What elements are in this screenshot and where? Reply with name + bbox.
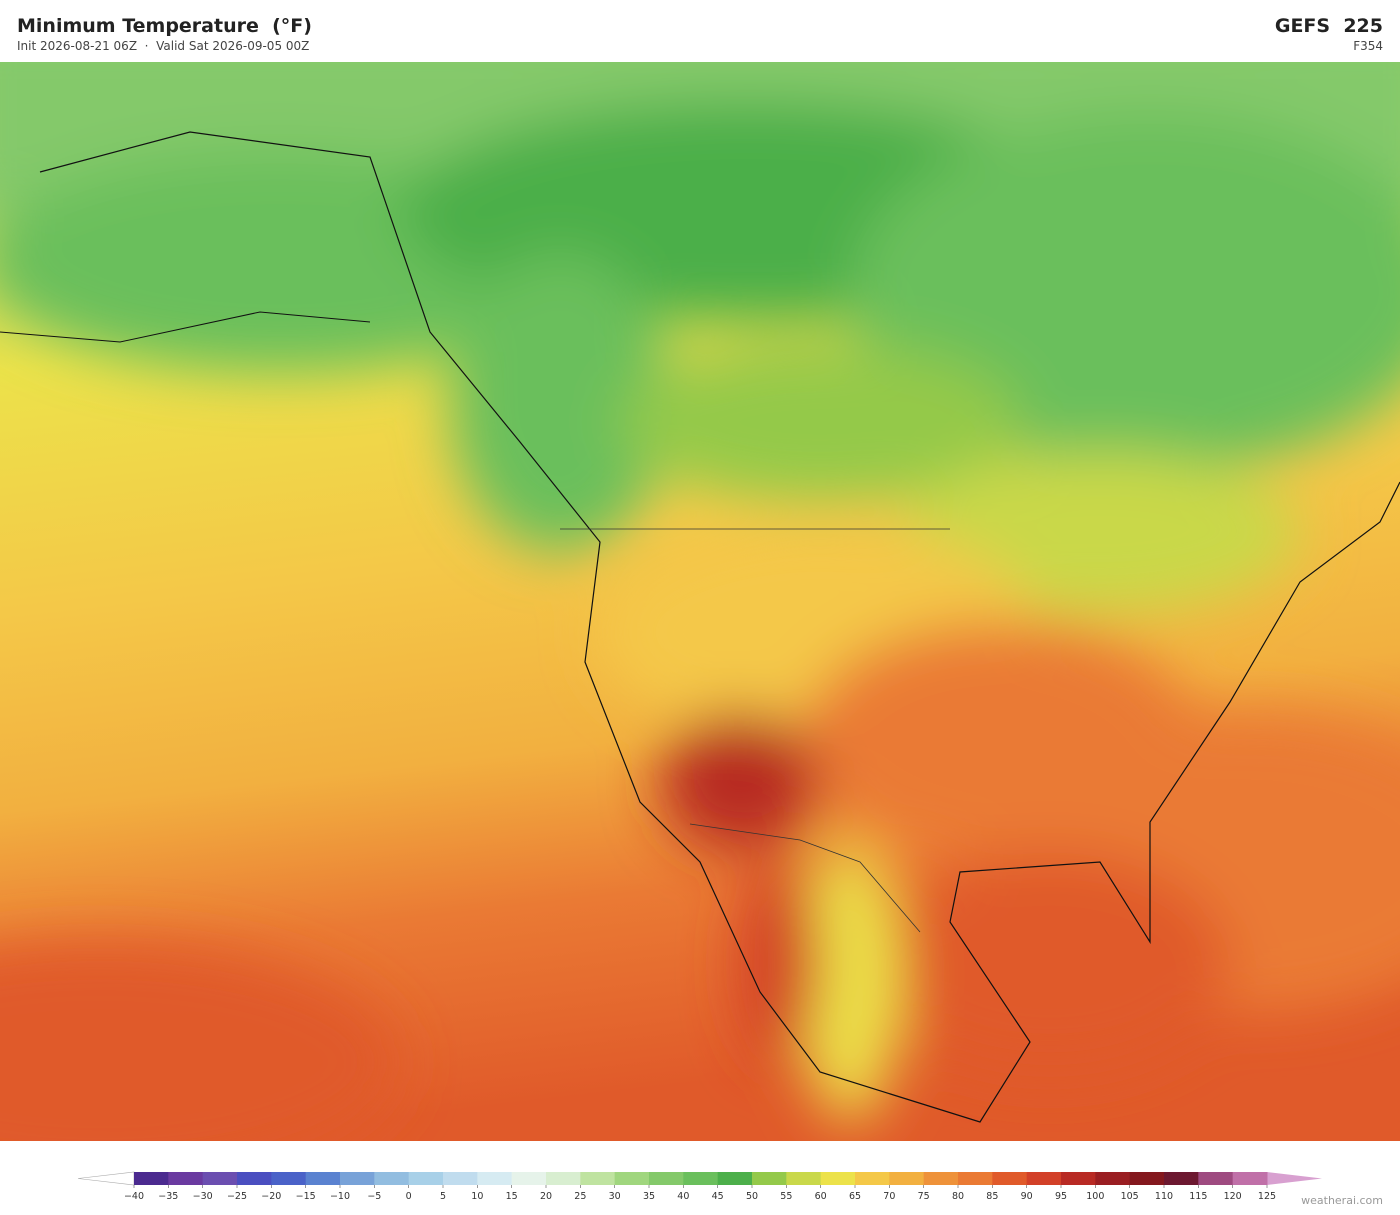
colorbar-tick-label: 45 [712, 1191, 724, 1202]
colorbar-tick-label: 50 [746, 1191, 758, 1202]
colorbar-segment [202, 1172, 238, 1185]
colorbar-segment [889, 1172, 925, 1185]
colorbar-segment [786, 1172, 822, 1185]
colorbar-tick-label: 85 [986, 1191, 998, 1202]
temperature-field [0, 62, 1400, 1141]
colorbar-segment [820, 1172, 856, 1185]
colorbar-segment [546, 1172, 581, 1185]
colorbar-segment [1198, 1172, 1234, 1185]
colorbar-segment [511, 1172, 547, 1185]
colorbar-tick-label: 90 [1021, 1191, 1033, 1202]
colorbar-segment [683, 1172, 719, 1185]
colorbar-segment [958, 1172, 993, 1185]
colorbar-tick-label: 80 [952, 1191, 964, 1202]
colorbar-tick-label: 20 [540, 1191, 552, 1202]
colorbar-under [77, 1171, 135, 1186]
colorbar-tick-label: 35 [643, 1191, 655, 1202]
colorbar-segment [923, 1172, 959, 1185]
colorbar-segment [752, 1172, 787, 1185]
colorbar: weatherai.com −40 −35 −30 −25 −20 −15 −10 −5 0 5 1… [77, 1171, 1383, 1207]
colorbar-segment [855, 1172, 890, 1185]
colorbar-tick-label: 95 [1055, 1191, 1067, 1202]
model-label: GEFS 225 [1274, 15, 1383, 37]
colorbar-segment [1095, 1172, 1131, 1185]
colorbar-segment [992, 1172, 1028, 1185]
colorbar-segment [1026, 1172, 1062, 1185]
colorbar-segment [408, 1172, 444, 1185]
colorbar-segment [614, 1172, 650, 1185]
colorbar-tick-label: 5 [440, 1191, 446, 1202]
colorbar-segment [168, 1172, 204, 1185]
colorbar-segment [443, 1172, 478, 1185]
colorbar-tick-label: 65 [849, 1191, 861, 1202]
colorbar-tick-label: 100 [1086, 1191, 1104, 1202]
colorbar-segment [1129, 1172, 1165, 1185]
map-subtitle: Init 2026-08-21 06Z · Valid Sat 2026-09-… [17, 39, 310, 53]
colorbar-tick-label: −30 [193, 1191, 213, 1202]
credit: weatherai.com [1301, 1194, 1383, 1207]
colorbar-tick-label: −40 [124, 1191, 144, 1202]
colorbar-tick-label: 25 [574, 1191, 586, 1202]
colorbar-tick-label: −35 [158, 1191, 178, 1202]
colorbar-tick-label: −15 [296, 1191, 316, 1202]
colorbar-tick-label: 10 [471, 1191, 483, 1202]
colorbar-segment [374, 1172, 410, 1185]
colorbar-segment [134, 1172, 169, 1185]
colorbar-segment [1061, 1172, 1096, 1185]
colorbar-tick-label: 120 [1224, 1191, 1242, 1202]
colorbar-segment [340, 1172, 375, 1185]
temperature-map [0, 62, 1400, 1141]
colorbar-segment [1232, 1172, 1268, 1185]
colorbar-tick-label: −5 [367, 1191, 381, 1202]
colorbar-tick-label: 0 [406, 1191, 412, 1202]
colorbar-tick-label: −10 [330, 1191, 350, 1202]
colorbar-segment [477, 1172, 513, 1185]
map-title: Minimum Temperature (°F) [17, 15, 312, 37]
colorbar-segment [271, 1172, 307, 1185]
colorbar-segment [717, 1172, 753, 1185]
colorbar-tick-label: 125 [1258, 1191, 1276, 1202]
colorbar-tick-label: 60 [815, 1191, 827, 1202]
border [689, 823, 921, 933]
colorbar-segment [580, 1172, 616, 1185]
colorbar-tick-label: −20 [261, 1191, 281, 1202]
colorbar-tick-label: 70 [883, 1191, 895, 1202]
colorbar-tick-label: 40 [677, 1191, 689, 1202]
colorbar-segment [237, 1172, 272, 1185]
coastline [0, 311, 371, 343]
colorbar-tick-label: 55 [780, 1191, 792, 1202]
colorbar-tick-label: 15 [506, 1191, 518, 1202]
colorbar-tick-label: 105 [1121, 1191, 1139, 1202]
colorbar-tick-label: 110 [1155, 1191, 1173, 1202]
colorbar-segment [649, 1172, 684, 1185]
colorbar-tick-label: 75 [918, 1191, 930, 1202]
colorbar-segment [305, 1172, 341, 1185]
colorbar-tick-label: 30 [609, 1191, 621, 1202]
colorbar-tick-label: −25 [227, 1191, 247, 1202]
forecast-hour: F354 [1353, 39, 1383, 53]
colorbar-segment [1164, 1172, 1199, 1185]
colorbar-over [1267, 1172, 1322, 1185]
colorbar-tick-label: 115 [1189, 1191, 1207, 1202]
coastline [39, 131, 1400, 1123]
